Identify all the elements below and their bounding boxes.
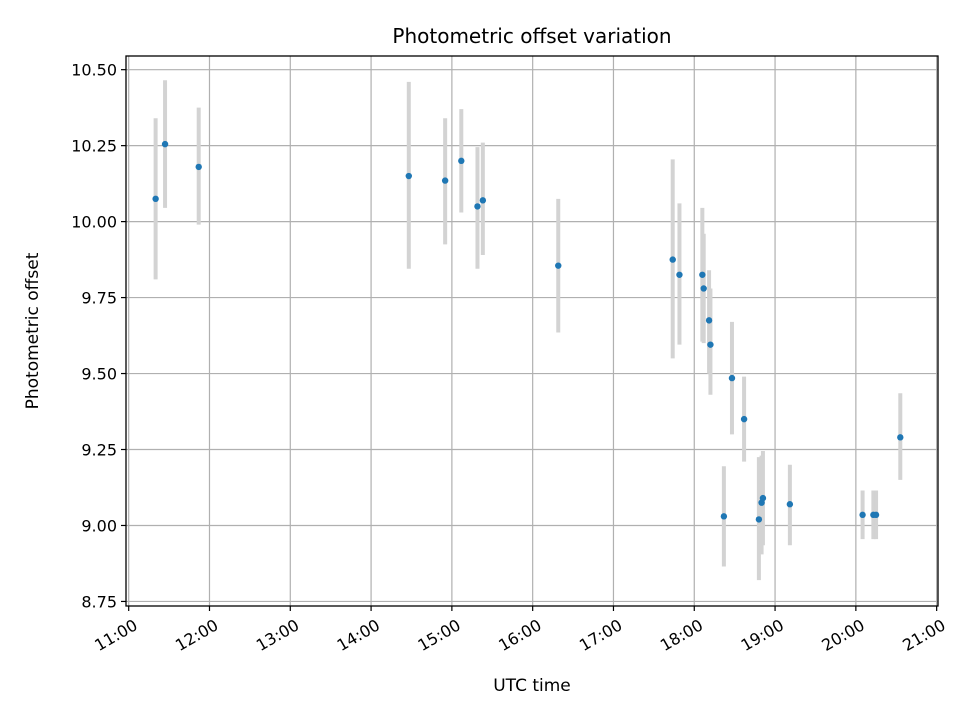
data-point bbox=[474, 203, 481, 210]
x-axis-label: UTC time bbox=[493, 676, 571, 696]
data-point bbox=[759, 494, 767, 502]
data-point bbox=[740, 415, 748, 423]
y-tick-label: 9.25 bbox=[81, 441, 117, 460]
data-point bbox=[728, 374, 736, 382]
data-point bbox=[786, 501, 794, 508]
y-tick-label: 9.75 bbox=[81, 289, 117, 308]
data-point bbox=[872, 511, 880, 519]
data-point bbox=[441, 177, 449, 184]
data-point bbox=[458, 157, 465, 165]
grid-lines bbox=[126, 56, 938, 606]
data-point bbox=[859, 511, 866, 519]
data-point bbox=[479, 197, 487, 204]
data-point bbox=[669, 256, 676, 263]
data-point bbox=[705, 317, 713, 324]
data-point bbox=[405, 172, 412, 180]
data-point bbox=[195, 163, 202, 171]
data-point bbox=[707, 341, 714, 348]
y-tick-label: 10.00 bbox=[71, 213, 117, 232]
y-tick-label: 9.00 bbox=[81, 516, 117, 535]
y-axis-ticks: 8.75 9.00 9.25 9.50 9.75 10.00 10.25 10.50 bbox=[71, 61, 126, 611]
data-point bbox=[720, 513, 728, 520]
data-point bbox=[700, 285, 707, 292]
data-points bbox=[152, 140, 904, 523]
data-point bbox=[161, 140, 169, 148]
y-axis-label: Photometric offset bbox=[23, 252, 43, 409]
y-tick-label: 9.50 bbox=[81, 365, 117, 384]
data-point bbox=[555, 262, 562, 269]
y-tick-label: 8.75 bbox=[81, 592, 117, 611]
plot-area-frame bbox=[125, 55, 939, 607]
y-tick-label: 10.25 bbox=[71, 137, 117, 156]
data-point bbox=[897, 434, 904, 441]
data-point bbox=[676, 271, 683, 278]
data-point bbox=[699, 271, 706, 278]
y-tick-label: 10.50 bbox=[71, 61, 117, 80]
chart-title: Photometric offset variation bbox=[392, 24, 671, 48]
data-point bbox=[755, 516, 763, 523]
data-point bbox=[152, 195, 159, 203]
